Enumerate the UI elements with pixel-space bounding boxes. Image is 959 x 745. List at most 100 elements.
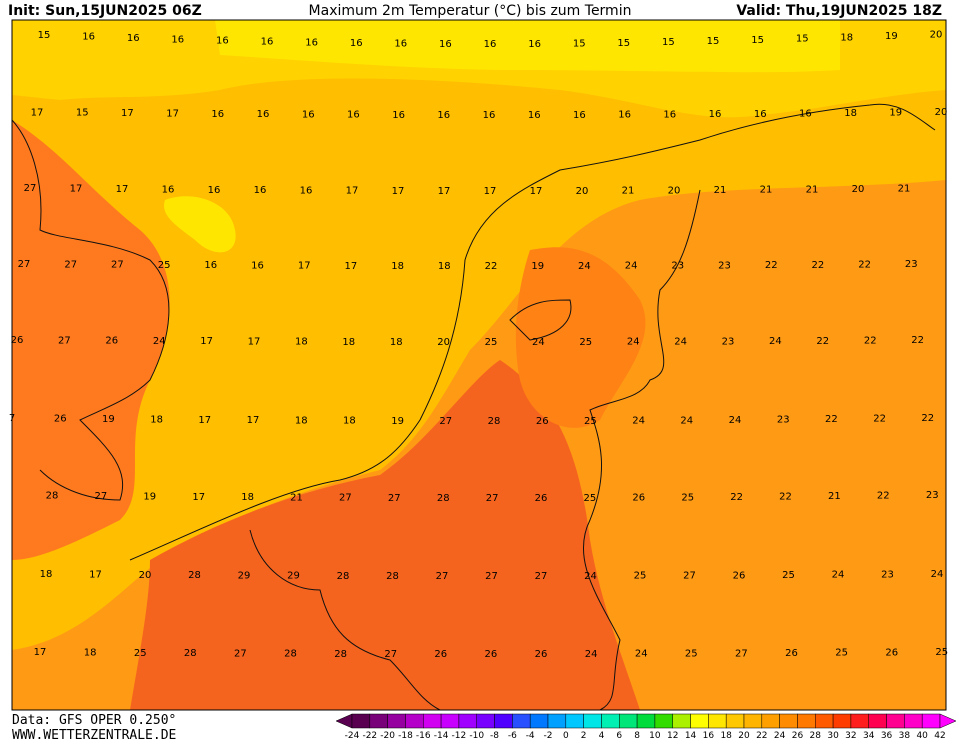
temperature-label: 23: [777, 415, 790, 426]
temperature-label: 18: [241, 492, 254, 503]
temperature-label: 22: [877, 491, 890, 502]
temperature-label: 26: [535, 493, 548, 504]
temperature-label: 21: [806, 184, 819, 195]
field-sea: [12, 20, 946, 650]
temperature-label: 17: [248, 336, 261, 347]
temperature-label: 28: [488, 416, 501, 427]
colorbar-label: -4: [526, 731, 535, 741]
temperature-label: 25: [835, 648, 848, 659]
temperature-label: 16: [483, 110, 496, 121]
colorbar-label: -6: [508, 731, 517, 741]
colorbar-box: [494, 713, 513, 729]
temperature-label: 27: [339, 493, 352, 504]
temperature-label: 16: [394, 39, 407, 50]
temperature-label: 20: [930, 29, 943, 40]
temperature-label: 21: [290, 492, 303, 503]
temperature-label: 16: [754, 109, 767, 120]
colorbar-label: 0: [563, 731, 569, 741]
temperature-label: 23: [926, 490, 939, 501]
colorbar-label: -16: [416, 731, 431, 741]
temperature-label: 16: [82, 32, 95, 43]
temperature-label: 16: [254, 185, 267, 196]
temperature-label: 21: [714, 185, 727, 196]
temperature-label: 15: [707, 36, 720, 47]
colorbar-box: [583, 713, 602, 729]
temperature-label: 15: [573, 38, 586, 49]
temperature-label: 26: [733, 570, 746, 581]
colorbar-box: [779, 713, 798, 729]
temperature-label: 15: [617, 38, 630, 49]
colorbar-label: 14: [685, 731, 697, 741]
field-patch: [164, 196, 236, 253]
temperature-label: 25: [782, 570, 795, 581]
temperature-label: 17: [346, 186, 359, 197]
temperature-label: 21: [898, 183, 911, 194]
colorbar: -24 -22 -20 -18 -16 -14 -12 -10 -8 -6 -4 -2 0 2 4 6 8 10 1…: [335, 713, 957, 741]
colorbar-label: -2: [544, 731, 553, 741]
temperature-label: 26: [485, 649, 498, 660]
field-east: [515, 247, 646, 428]
temperature-label: 26: [885, 647, 898, 658]
temperature-label: 16: [799, 108, 812, 119]
temperature-label: 16: [437, 110, 450, 121]
colorbar-label: 2: [581, 731, 587, 741]
colorbar-box: [725, 713, 745, 729]
colorbar-label: 28: [810, 731, 822, 741]
temperature-label: 27: [384, 649, 397, 660]
colorbar-box: [636, 713, 656, 729]
temperature-labels: 15 16 16 16 16 16 16 16 16 16 16 16 15 15 15 15 15 15 18 19…: [9, 29, 948, 660]
colorbar-box: [921, 713, 941, 729]
colorbar-label: 34: [863, 731, 875, 741]
temperature-label: 16: [211, 109, 224, 120]
temperature-label: 16: [618, 110, 631, 121]
temperature-label: 22: [858, 260, 871, 271]
colorbar-box: [369, 713, 388, 729]
temperature-label: 28: [284, 649, 297, 660]
temperature-label: 27: [486, 493, 499, 504]
colorbar-label: 36: [881, 731, 893, 741]
temperature-label: 16: [528, 39, 541, 50]
temperature-label: 27: [234, 648, 247, 659]
map-field: [12, 20, 946, 710]
temperature-label: 27: [388, 493, 401, 504]
colorbar-box: [351, 713, 371, 729]
temperature-label: 25: [579, 337, 592, 348]
temperature-label: 18: [391, 261, 404, 272]
temperature-label: 27: [439, 416, 452, 427]
temperature-label: 27: [735, 648, 748, 659]
title: Maximum 2m Temperatur (°C) bis zum Termi…: [309, 3, 632, 19]
temperature-label: 26: [105, 336, 118, 347]
temperature-label: 28: [188, 570, 201, 581]
border-east: [582, 189, 701, 711]
temperature-label: 20: [852, 184, 865, 195]
temperature-label: 22: [873, 414, 886, 425]
colorbar-label: -20: [380, 731, 395, 741]
colorbar-box: [761, 713, 780, 729]
temperature-label: 19: [102, 414, 115, 425]
colorbar-label: 10: [649, 731, 661, 741]
colorbar-box: [832, 713, 852, 729]
temperature-label: 25: [634, 571, 647, 582]
site: WWW.WETTERZENTRALE.DE: [12, 728, 176, 741]
temperature-label: 27: [111, 260, 124, 271]
colorbar-box: [547, 713, 567, 729]
temperature-label: 17: [192, 492, 205, 503]
colorbar-box: [815, 713, 834, 729]
temperature-label: 24: [635, 649, 648, 660]
temperature-label: 23: [905, 259, 918, 270]
temperature-label: 17: [530, 186, 543, 197]
temperature-label: 17: [345, 261, 358, 272]
init-text: Init: Sun,15JUN2025 06Z: [8, 3, 202, 19]
colorbar-box: [797, 713, 816, 729]
colorbar-box: [512, 713, 531, 729]
temperature-label: 16: [709, 109, 722, 120]
temperature-label: 27: [18, 259, 31, 270]
colorbar-label: 40: [916, 731, 928, 741]
temperature-label: 18: [150, 414, 163, 425]
temperature-label: 21: [622, 186, 635, 197]
border-south: [249, 529, 441, 711]
temperature-label: 22: [485, 261, 498, 272]
temperature-label: 27: [436, 571, 449, 582]
colorbar-label: 30: [827, 731, 839, 741]
